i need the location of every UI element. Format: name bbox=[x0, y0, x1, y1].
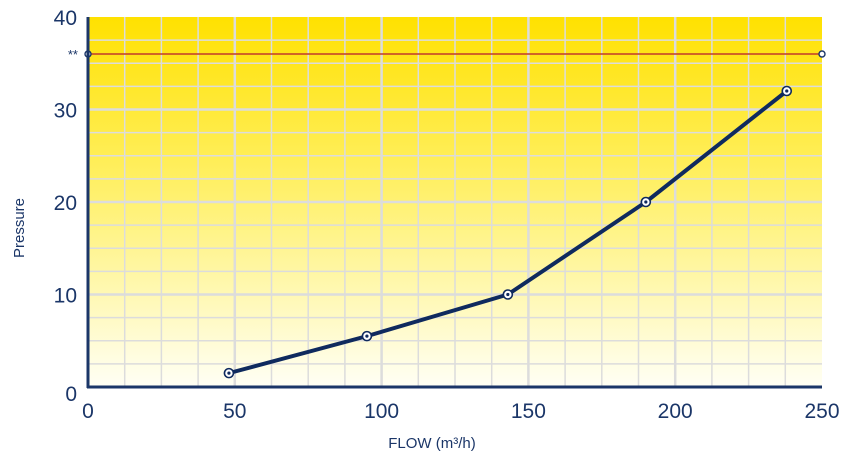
grid bbox=[88, 17, 822, 387]
data-point-center bbox=[785, 89, 789, 93]
y-tick-label: 40 bbox=[54, 7, 77, 30]
series-group bbox=[223, 85, 793, 379]
x-axis-title: FLOW (m³/h) bbox=[388, 435, 476, 452]
x-tick-label: 0 bbox=[82, 400, 94, 423]
reference-line-label: ** bbox=[68, 47, 78, 62]
x-tick-label: 200 bbox=[658, 400, 693, 423]
y-axis-title: Pressure bbox=[11, 198, 28, 258]
x-tick-label: 100 bbox=[364, 400, 399, 423]
y-tick-label: 0 bbox=[65, 383, 77, 406]
y-tick-label: 30 bbox=[54, 100, 77, 123]
y-tick-label: 20 bbox=[54, 192, 77, 215]
data-point-center bbox=[644, 200, 648, 204]
tick-labels: 0 50 100 150 200 250 0 10 20 30 40 bbox=[54, 7, 840, 423]
axes bbox=[86, 17, 822, 389]
data-point-center bbox=[227, 371, 231, 375]
y-tick-label: 10 bbox=[54, 285, 77, 308]
x-tick-label: 50 bbox=[223, 400, 246, 423]
reference-line-marker bbox=[818, 50, 826, 58]
data-point-center bbox=[365, 334, 369, 338]
x-tick-label: 250 bbox=[804, 400, 839, 423]
x-tick-label: 150 bbox=[511, 400, 546, 423]
data-point-center bbox=[506, 292, 510, 297]
